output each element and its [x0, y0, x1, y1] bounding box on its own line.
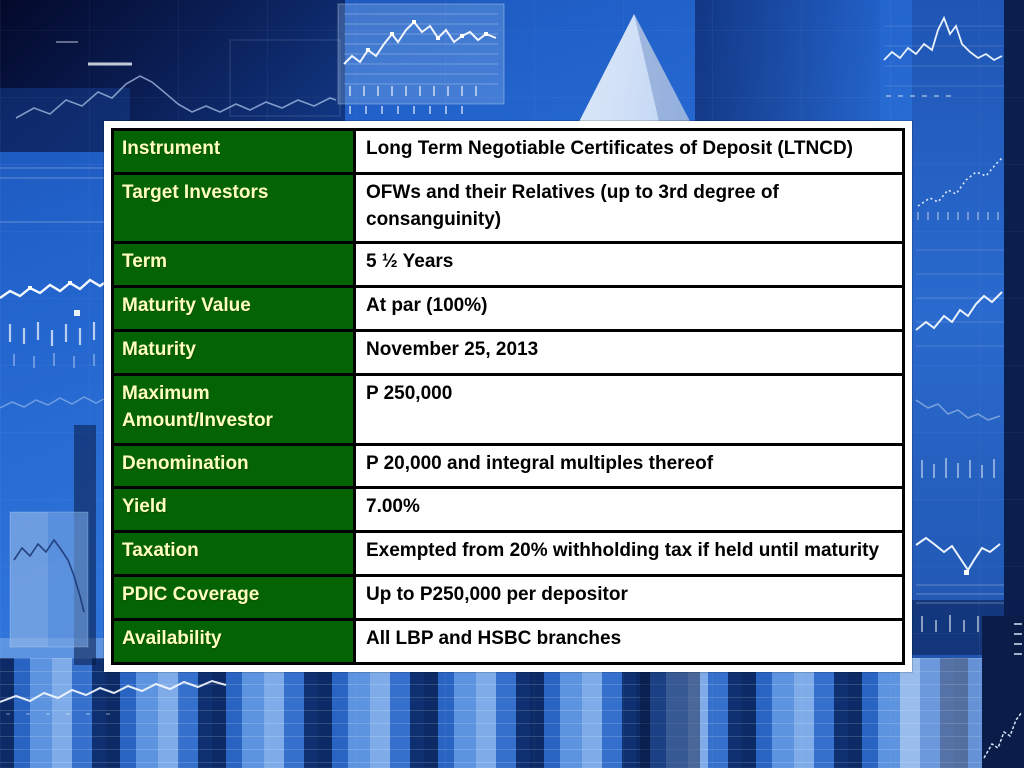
row-value-cell: Up to P250,000 per depositor — [353, 574, 905, 622]
row-label-cell: Yield — [111, 486, 356, 534]
row-label-cell: Maximum Amount/Investor — [111, 373, 356, 446]
row-label-cell: Availability — [111, 618, 356, 665]
table-row: Maturity November 25, 2013 — [111, 329, 905, 377]
table-row: Availability All LBP and HSBC branches — [111, 618, 905, 665]
row-value-cell: All LBP and HSBC branches — [353, 618, 905, 665]
dark-panel-topcenter — [695, 0, 880, 122]
table-row: Maximum Amount/Investor P 250,000 — [111, 373, 905, 446]
ltncd-table: Instrument Long Term Negotiable Certific… — [111, 128, 905, 665]
table-row: Maturity Value At par (100%) — [111, 285, 905, 333]
ltncd-table-frame: Instrument Long Term Negotiable Certific… — [104, 121, 912, 672]
table-row: PDIC Coverage Up to P250,000 per deposit… — [111, 574, 905, 622]
row-label-cell: Target Investors — [111, 171, 356, 245]
right-dark-strip — [1004, 0, 1024, 768]
table-row: Term 5 ½ Years — [111, 241, 905, 289]
table-row: Taxation Exempted from 20% withholding t… — [111, 530, 905, 578]
row-value-cell: 5 ½ Years — [353, 241, 905, 289]
row-label-cell: PDIC Coverage — [111, 574, 356, 622]
row-value-cell: P 20,000 and integral multiples thereof — [353, 442, 905, 490]
row-label-cell: Instrument — [111, 128, 356, 175]
row-label-cell: Term — [111, 241, 356, 289]
bar-chart-dark-column — [640, 658, 700, 768]
row-value-cell: At par (100%) — [353, 285, 905, 333]
table-row: Instrument Long Term Negotiable Certific… — [111, 128, 905, 175]
row-value-cell: 7.00% — [353, 486, 905, 534]
table-row: Denomination P 20,000 and integral multi… — [111, 442, 905, 490]
table-row: Target Investors OFWs and their Relative… — [111, 171, 905, 245]
row-value-cell: OFWs and their Relatives (up to 3rd degr… — [353, 171, 905, 245]
row-label-cell: Maturity — [111, 329, 356, 377]
row-label-cell: Taxation — [111, 530, 356, 578]
row-value-cell: November 25, 2013 — [353, 329, 905, 377]
row-value-cell: Long Term Negotiable Certificates of Dep… — [353, 128, 905, 175]
table-row: Yield 7.00% — [111, 486, 905, 534]
row-value-cell: P 250,000 — [353, 373, 905, 446]
ltncd-table-body: Instrument Long Term Negotiable Certific… — [111, 128, 905, 665]
row-label-cell: Denomination — [111, 442, 356, 490]
bar-chart-motif — [0, 658, 1024, 768]
row-value-cell: Exempted from 20% withholding tax if hel… — [353, 530, 905, 578]
row-label-cell: Maturity Value — [111, 285, 356, 333]
